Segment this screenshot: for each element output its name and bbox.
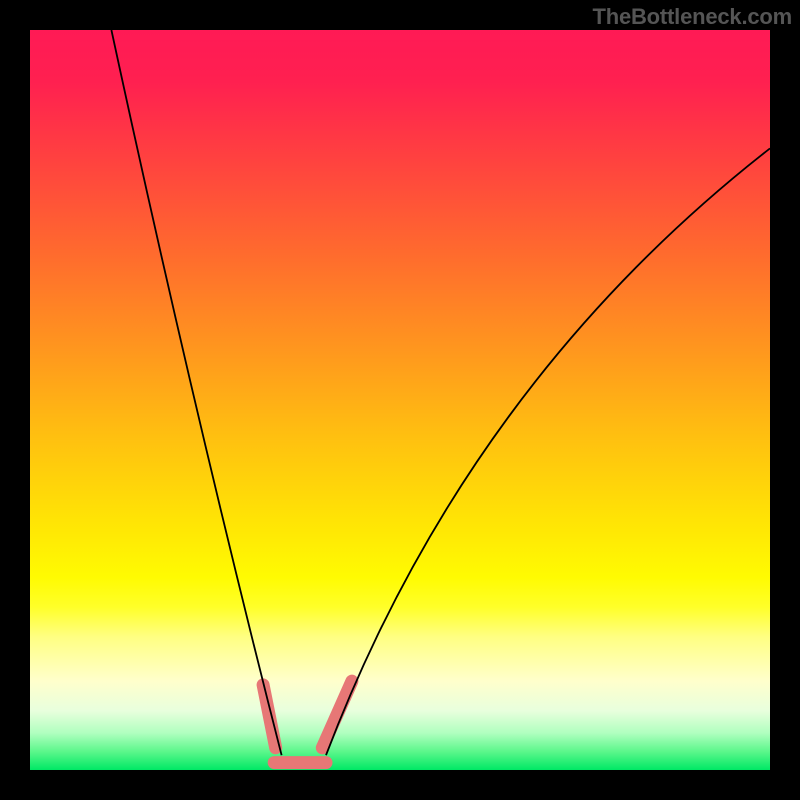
watermark-text: TheBottleneck.com xyxy=(592,4,792,30)
chart-gradient-background xyxy=(30,30,770,770)
page-root: TheBottleneck.com xyxy=(0,0,800,800)
bottleneck-v-curve-chart xyxy=(30,30,770,770)
